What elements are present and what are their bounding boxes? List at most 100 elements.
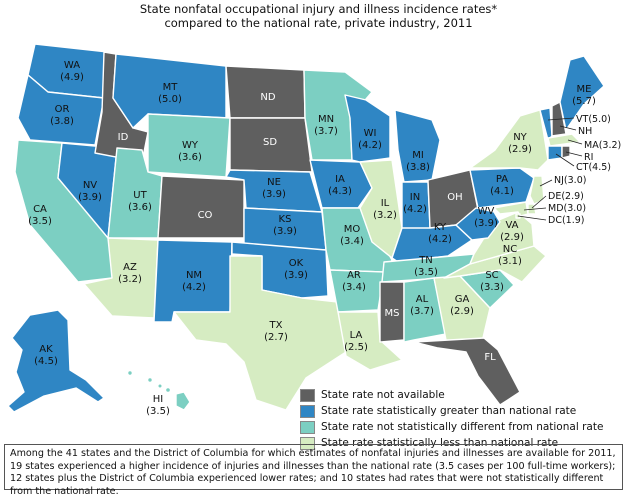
leader-CT [555, 153, 575, 167]
rate-OR: (3.8) [50, 116, 74, 127]
state-CT[interactable] [547, 145, 563, 161]
label-IA: IA [335, 174, 345, 185]
state-AR[interactable] [329, 269, 385, 313]
svg-text:CA(3.5): CA (3.5) [28, 204, 52, 227]
label-SD: SD [263, 137, 277, 148]
rate-AZ: (3.2) [118, 274, 142, 285]
label-DE: DE(2.9) [548, 191, 584, 202]
label-FL: FL [484, 352, 496, 363]
rate-DE: (2.9) [561, 191, 584, 202]
rate-NJ: (3.0) [564, 175, 587, 186]
svg-text:SD: SD [263, 137, 277, 148]
leader-NH [559, 125, 577, 131]
legend-item: State rate not statistically different f… [300, 419, 630, 435]
label-DC-name: DC [548, 215, 562, 226]
label-OH: OH [447, 192, 462, 203]
state-FL[interactable] [413, 337, 521, 406]
svg-text:OK(3.9): OK (3.9) [284, 258, 308, 281]
state-IA[interactable] [309, 159, 373, 209]
label-IL: IL [381, 198, 390, 209]
state-AK[interactable] [7, 309, 105, 413]
state-TX[interactable] [173, 255, 347, 411]
svg-text:KY(4.2): KY (4.2) [428, 222, 452, 245]
label-DC: DC(1.9) [548, 215, 584, 226]
svg-text:SC(3.3): SC (3.3) [480, 270, 504, 293]
svg-text:AK(4.5): AK (4.5) [34, 344, 58, 367]
label-NM: NM [186, 270, 202, 281]
svg-text:MS: MS [385, 308, 400, 319]
label-NJ: NJ(3.0) [554, 175, 586, 186]
label-WI: WI [364, 128, 377, 139]
svg-text:NC(3.1): NC (3.1) [498, 244, 522, 267]
rate-MI: (3.8) [406, 162, 430, 173]
svg-text:MI(3.8): MI (3.8) [406, 150, 430, 173]
svg-text:NM(4.2): NM (4.2) [182, 270, 206, 293]
label-NY: NY [513, 132, 527, 143]
rate-VA: (2.9) [500, 232, 524, 243]
svg-text:TN(3.5): TN (3.5) [414, 255, 438, 278]
state-LA[interactable] [337, 311, 403, 371]
svg-text:VA(2.9): VA (2.9) [500, 220, 524, 243]
rate-TX: (2.7) [264, 332, 288, 343]
rate-MO: (3.4) [340, 236, 364, 247]
legend-swatch [300, 388, 315, 402]
rate-IN: (4.2) [403, 204, 427, 215]
state-HI[interactable] [175, 391, 191, 411]
rate-WV: (3.9) [474, 218, 498, 229]
leader-VT [547, 117, 575, 121]
label-ME: ME [577, 84, 592, 95]
leader-MA [567, 139, 583, 145]
svg-text:WI(4.2): WI (4.2) [358, 128, 382, 151]
label-RI: RI [584, 152, 593, 163]
rate-AR: (3.4) [342, 282, 366, 293]
rate-PA: (4.1) [490, 186, 514, 197]
label-KS: KS [279, 214, 292, 225]
rate-AL: (3.7) [410, 306, 434, 317]
state-CO[interactable] [157, 175, 245, 239]
label-CT: CT(4.5) [576, 162, 611, 173]
svg-text:WA(4.9): WA (4.9) [60, 60, 84, 83]
svg-text:MO(3.4): MO (3.4) [340, 224, 364, 247]
state-ME[interactable] [559, 55, 605, 131]
state-WV[interactable] [455, 207, 501, 241]
label-CT-name: CT [576, 162, 589, 173]
rate-MD: (3.0) [564, 203, 587, 214]
state-SD[interactable] [229, 117, 313, 173]
rate-CT: (4.5) [588, 162, 611, 173]
label-VA: VA [505, 220, 518, 231]
rate-LA: (2.5) [344, 342, 368, 353]
svg-text:IA(4.3): IA (4.3) [328, 174, 352, 197]
state-HI-island[interactable] [126, 369, 134, 377]
state-MA[interactable] [547, 133, 581, 147]
leader-MD [523, 207, 547, 211]
label-TX: TX [269, 320, 283, 331]
legend-label: State rate not statistically different f… [321, 421, 604, 433]
state-NC[interactable] [443, 245, 547, 283]
state-HI-island[interactable] [146, 376, 154, 384]
state-IL[interactable] [359, 159, 403, 259]
legend-label: State rate statistically less than natio… [321, 437, 559, 449]
svg-text:UT(3.6): UT (3.6) [128, 190, 152, 213]
label-TN: TN [418, 255, 433, 266]
label-OK: OK [289, 258, 304, 269]
state-AL[interactable] [403, 277, 447, 343]
rate-MA: (3.2) [599, 140, 622, 151]
state-NM[interactable] [153, 239, 233, 323]
svg-text:HI(3.5): HI (3.5) [146, 394, 170, 417]
us-state-map: WA (4.9) OR (3.8) CA (3.5) NV (3.9) ID MT (5.… [7, 43, 621, 417]
state-HI-island[interactable] [164, 386, 172, 394]
label-KY: KY [434, 222, 447, 233]
state-NY[interactable] [469, 109, 549, 171]
label-WA: WA [64, 60, 80, 71]
label-MA: MA(3.2) [584, 140, 621, 151]
label-VT-name: VT [576, 114, 588, 125]
svg-text:NY(2.9): NY (2.9) [508, 132, 532, 155]
rate-NM: (4.2) [182, 282, 206, 293]
state-OR[interactable] [17, 74, 105, 146]
state-HI-island[interactable] [157, 383, 163, 389]
state-WI[interactable] [344, 94, 391, 163]
label-LA: LA [350, 330, 363, 341]
svg-text:WV(3.9): WV (3.9) [474, 206, 498, 229]
label-MA-name: MA [584, 140, 599, 151]
rate-NC: (3.1) [498, 256, 522, 267]
